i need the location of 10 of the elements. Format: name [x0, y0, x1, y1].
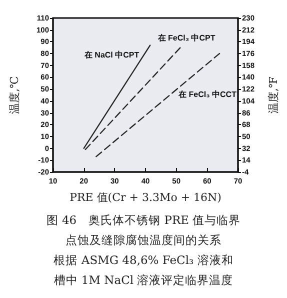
y-axis-title: 温度,℃	[8, 76, 21, 114]
series-label: 在 FeCl₃ 中CCT	[178, 90, 237, 100]
y2-axis-title: 温度,℉	[267, 76, 280, 114]
text: 槽中 1M NaCl 溶液评定临界温度	[54, 273, 234, 287]
caption: 图 46 奥氏体不锈钢 PRE 值与临界	[46, 213, 241, 227]
series-label: 在 FeCl₃ 中CPT	[156, 34, 216, 43]
series-label: 在 NaCl 中CPT	[83, 50, 140, 60]
text: 点蚀及缝隙腐蚀温度间的关系	[66, 233, 222, 247]
text: 根据 ASMG 48,6% FeCl₃ 溶液和	[54, 253, 234, 267]
x-axis-title: PRE 值(Cr + 3.3Mo + 16N)	[70, 191, 222, 204]
